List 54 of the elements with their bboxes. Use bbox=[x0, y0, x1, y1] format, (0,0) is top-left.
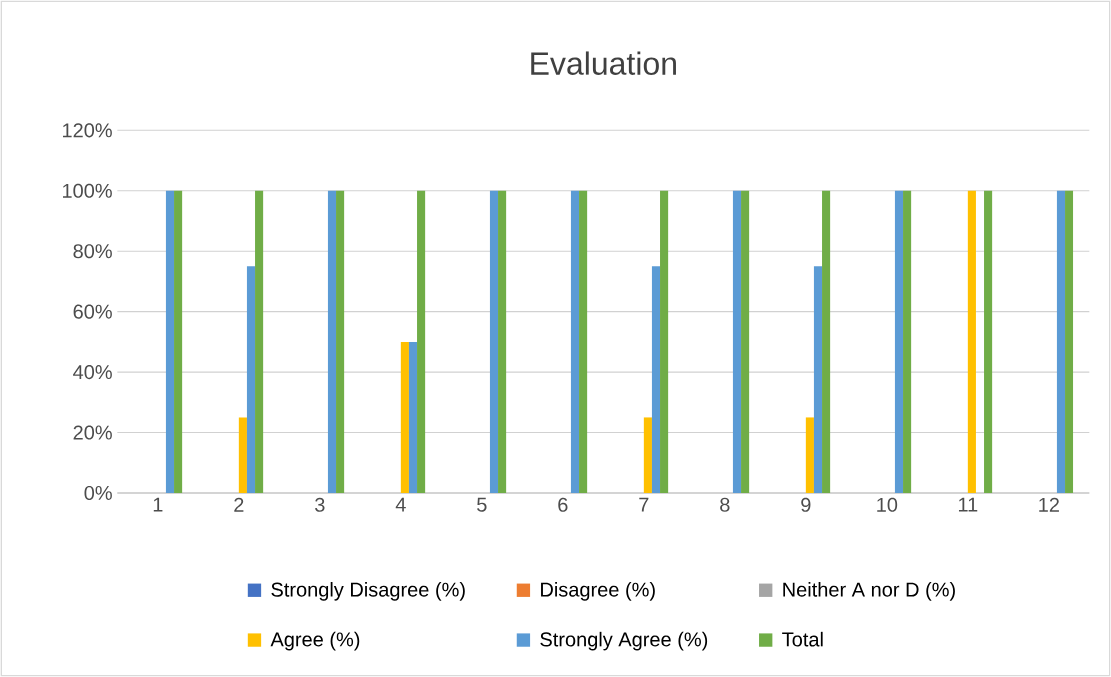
legend-label: Disagree (%) bbox=[541, 582, 655, 601]
bar bbox=[984, 190, 993, 493]
bar bbox=[894, 190, 904, 493]
x-tick-label: 5 bbox=[477, 497, 487, 512]
y-tick-label: 60% bbox=[73, 304, 112, 319]
bar bbox=[489, 190, 499, 493]
x-tick-label: 6 bbox=[558, 497, 568, 512]
legend-label: Strongly Disagree (%) bbox=[271, 582, 465, 601]
legend-label: Agree (%) bbox=[270, 631, 360, 651]
bar bbox=[579, 190, 588, 493]
legend-label: Total bbox=[782, 631, 823, 647]
legend-label: Strongly Agree (%) bbox=[540, 631, 708, 651]
y-tick-label: 0% bbox=[84, 485, 112, 501]
chart-title: Evaluation bbox=[531, 51, 676, 75]
bar bbox=[822, 190, 831, 493]
x-tick-label: 9 bbox=[801, 497, 811, 512]
bar bbox=[741, 190, 750, 493]
y-tick-label: 80% bbox=[73, 244, 112, 259]
x-tick-label: 3 bbox=[315, 497, 325, 512]
bar bbox=[651, 266, 661, 493]
bar bbox=[967, 190, 976, 493]
x-tick-label: 1 bbox=[153, 497, 163, 512]
bar bbox=[417, 190, 426, 493]
bar bbox=[1056, 190, 1066, 493]
y-tick-label: 20% bbox=[73, 425, 112, 440]
bar bbox=[732, 190, 742, 493]
x-tick-label: 11 bbox=[958, 497, 978, 512]
bar bbox=[165, 190, 175, 493]
bar bbox=[660, 190, 669, 493]
x-tick-label: 8 bbox=[720, 497, 730, 512]
bar bbox=[246, 266, 256, 493]
y-tick-label: 40% bbox=[73, 365, 112, 380]
x-tick-label: 12 bbox=[1039, 497, 1059, 512]
bar bbox=[813, 266, 823, 493]
bar bbox=[903, 190, 912, 493]
x-tick-label: 2 bbox=[234, 497, 244, 512]
x-tick-label: 10 bbox=[877, 497, 898, 512]
legend-label: Neither A nor D (%) bbox=[783, 582, 955, 601]
bar bbox=[400, 341, 409, 493]
bar bbox=[255, 190, 264, 493]
bar bbox=[805, 417, 814, 493]
bar bbox=[643, 417, 652, 493]
x-tick-label: 4 bbox=[395, 497, 406, 512]
bar bbox=[327, 190, 337, 493]
bar bbox=[1065, 190, 1074, 493]
y-tick-label: 120% bbox=[63, 123, 112, 138]
bar bbox=[570, 190, 580, 493]
x-tick-label: 7 bbox=[639, 497, 649, 512]
bar bbox=[336, 190, 345, 493]
bar bbox=[238, 417, 247, 493]
y-tick-label: 100% bbox=[63, 183, 112, 198]
bar bbox=[408, 341, 418, 493]
bar bbox=[174, 190, 183, 493]
bar bbox=[498, 190, 507, 493]
